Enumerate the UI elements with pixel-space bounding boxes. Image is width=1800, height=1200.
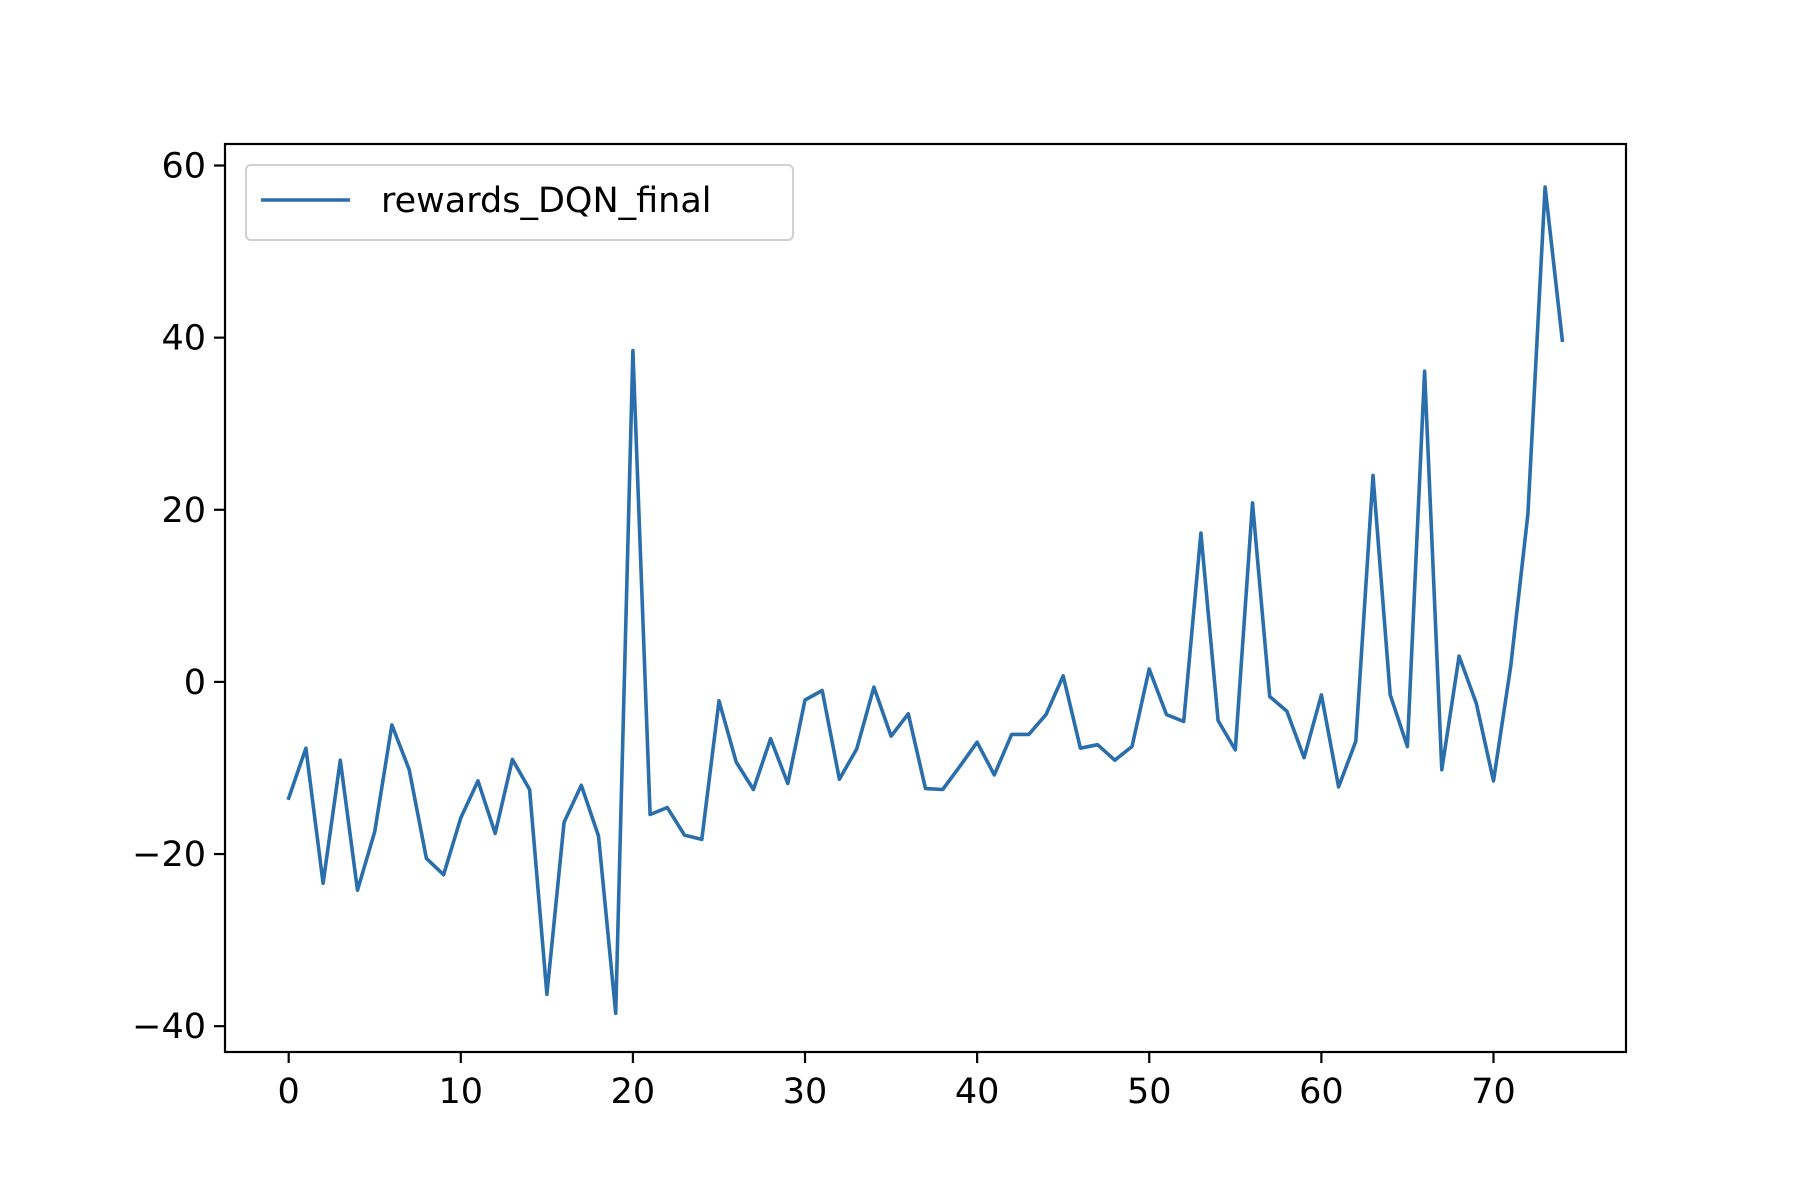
x-tick-label: 40 [955, 1072, 1000, 1112]
y-axis-ticks: −40 −20 0 20 40 60 [132, 147, 225, 1047]
y-tick-label: 20 [161, 491, 206, 531]
y-tick-label: −20 [132, 835, 206, 875]
x-tick-label: 0 [278, 1072, 300, 1112]
y-tick-label: −40 [132, 1007, 206, 1047]
x-tick-label: 70 [1471, 1072, 1516, 1112]
y-tick-label: 60 [161, 147, 206, 187]
x-tick-label: 10 [439, 1072, 484, 1112]
legend-label: rewards_DQN_final [381, 181, 712, 221]
plot-area-frame [223, 142, 1628, 1054]
y-tick-label: 40 [161, 319, 206, 359]
x-tick-label: 50 [1127, 1072, 1172, 1112]
x-tick-label: 20 [611, 1072, 656, 1112]
y-tick-label: 0 [184, 663, 206, 703]
series-line-rewards-dqn-final [286, 185, 1565, 1016]
plot-area-background [225, 144, 1626, 1052]
x-tick-label: 30 [783, 1072, 828, 1112]
x-axis-ticks: 0 10 20 30 40 50 60 70 [278, 1052, 1516, 1112]
legend: rewards_DQN_final [245, 164, 794, 241]
legend-box [245, 164, 794, 241]
x-tick-label: 60 [1299, 1072, 1344, 1112]
